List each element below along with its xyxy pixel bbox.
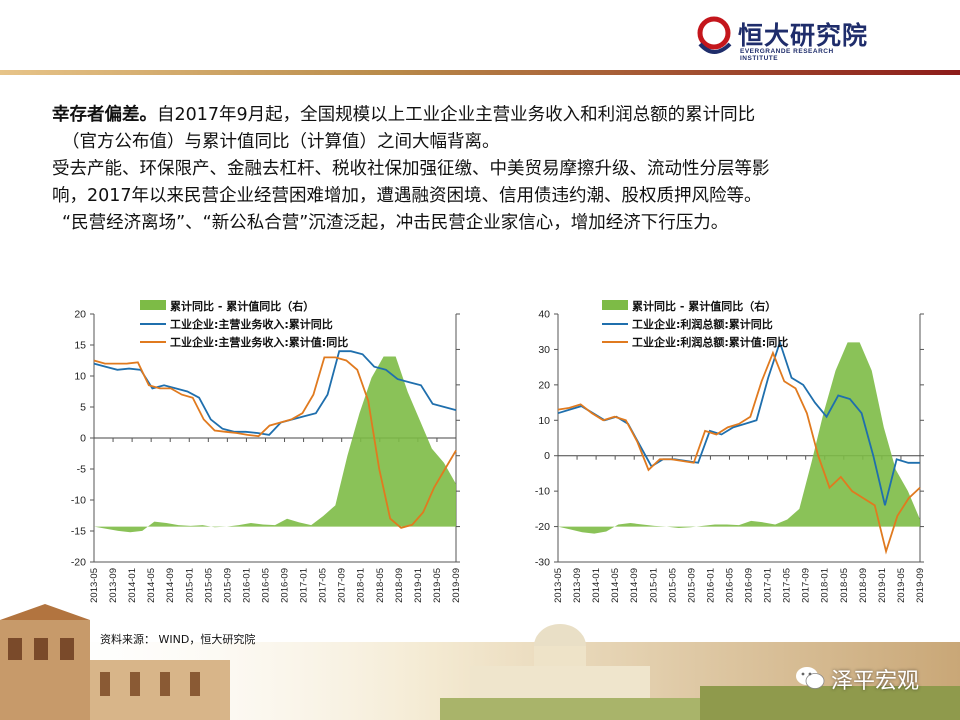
brand-name-en: EVERGRANDE RESEARCH INSTITUTE: [740, 48, 834, 62]
x-tick-label: 2018-05: [839, 568, 850, 603]
legend-label: 工业企业:主营业务收入:累计同比: [170, 317, 333, 331]
y-left-tick-label: 20: [74, 309, 86, 321]
x-tick-label: 2016-09: [744, 568, 755, 603]
y-left-tick-label: 10: [538, 415, 550, 427]
paragraph-1-line-2: （官方公布值）与累计值同比（计算值）之间大幅背离。: [62, 132, 500, 152]
y-left-tick-label: -20: [535, 521, 550, 533]
paragraph-1: 幸存者偏差。自2017年9月起，全国规模以上工业企业主营业务收入和利润总额的累计…: [52, 102, 932, 129]
legend-swatch-area: [140, 300, 166, 310]
x-tick-label: 2018-05: [375, 568, 386, 603]
footer-banner: [0, 604, 960, 720]
x-tick-label: 2017-09: [337, 568, 348, 603]
x-tick-label: 2013-05: [89, 568, 100, 603]
y-left-tick-label: -15: [71, 526, 86, 538]
legend-label: 累计同比 - 累计值同比（右）: [170, 300, 314, 313]
x-tick-label: 2015-01: [648, 568, 659, 603]
y-left-tick-label: 0: [544, 450, 550, 462]
x-tick-label: 2018-09: [394, 568, 405, 603]
x-tick-label: 2013-09: [108, 568, 119, 603]
x-tick-label: 2014-01: [127, 568, 138, 603]
brand-name-cn: 恒大研究院: [738, 21, 869, 50]
x-tick-label: 2017-05: [782, 568, 793, 603]
x-tick-label: 2019-09: [915, 568, 926, 603]
y-left-tick-label: 10: [74, 371, 86, 383]
x-tick-label: 2019-01: [413, 568, 424, 603]
paragraph-1-rest: 自2017年9月起，全国规模以上工业企业主营业务收入和利润总额的累计同比: [157, 105, 756, 125]
line-series-computed: [93, 356, 457, 529]
evergrande-logo: 恒大研究院 EVERGRANDE RESEARCH INSTITUTE: [694, 12, 874, 62]
x-tick-label: 2016-09: [280, 568, 291, 603]
x-tick-label: 2018-01: [356, 568, 367, 603]
header-rule: [0, 70, 960, 75]
y-left-tick-label: 40: [538, 309, 550, 321]
x-tick-label: 2016-01: [241, 568, 252, 603]
y-left-tick-label: 20: [538, 379, 550, 391]
area-series-diff: [94, 356, 456, 533]
x-tick-label: 2018-09: [858, 568, 869, 603]
x-tick-label: 2014-09: [629, 568, 640, 603]
x-tick-label: 2014-05: [610, 568, 621, 603]
paragraph-2-line-1: 受去产能、环保限产、金融去杠杆、税收社保加强征缴、中美贸易摩擦升级、流动性分层等…: [52, 159, 770, 179]
lead-phrase: 幸存者偏差。: [52, 105, 157, 125]
body-text: 幸存者偏差。自2017年9月起，全国规模以上工业企业主营业务收入和利润总额的累计…: [52, 102, 932, 237]
x-tick-label: 2015-05: [203, 568, 214, 603]
legend-label: 累计同比 - 累计值同比（右）: [632, 300, 776, 313]
paragraph-2-line-3: “民营经济离场”、“新公私合营”沉渣泛起，冲击民营企业家信心，增加经济下行压力。: [62, 213, 729, 233]
revenue-chart: 20151050-5-10-15-20302520151050-52013-05…: [71, 300, 462, 603]
header-bar: 恒大研究院 EVERGRANDE RESEARCH INSTITUTE: [0, 0, 960, 70]
x-tick-label: 2014-09: [165, 568, 176, 603]
logo-mark-icon: [697, 16, 732, 54]
x-tick-label: 2015-01: [184, 568, 195, 603]
watermark: 泽平宏观: [795, 663, 945, 694]
x-tick-label: 2014-01: [591, 568, 602, 603]
x-tick-label: 2015-05: [667, 568, 678, 603]
x-tick-label: 2019-01: [877, 568, 888, 603]
paragraph-2-line-2: 响，2017年以来民营企业经营困难增加，遭遇融资困境、信用债违约潮、股权质押风险…: [52, 186, 762, 206]
x-tick-label: 2013-05: [553, 568, 564, 603]
source-note: 资料来源： WIND，恒大研究院: [100, 633, 256, 646]
x-tick-label: 2016-01: [705, 568, 716, 603]
capitol-image: [440, 624, 700, 720]
x-tick-label: 2019-05: [896, 568, 907, 603]
legend-label: 工业企业:利润总额:累计同比: [632, 317, 773, 331]
area-series-diff: [558, 342, 920, 534]
y-left-tick-label: 5: [80, 402, 86, 414]
y-left-tick-label: 0: [80, 433, 86, 445]
watermark-text: 泽平宏观: [831, 669, 920, 694]
y-left-tick-label: -30: [535, 557, 550, 569]
legend-label: 工业企业:利润总额:累计值:同比: [632, 335, 788, 349]
x-tick-label: 2019-05: [432, 568, 443, 603]
x-tick-label: 2017-09: [801, 568, 812, 603]
profit-chart: 403020100-10-20-30302520151050-52013-052…: [535, 300, 926, 603]
wechat-icon: [796, 667, 825, 689]
line-series-computed: [557, 350, 921, 555]
x-tick-label: 2014-05: [146, 568, 157, 603]
y-left-tick-label: -5: [77, 464, 86, 476]
x-tick-label: 2016-05: [724, 568, 735, 603]
x-tick-label: 2017-01: [299, 568, 310, 603]
x-tick-label: 2016-05: [260, 568, 271, 603]
legend-swatch-area: [602, 300, 628, 310]
y-left-tick-label: 15: [74, 340, 86, 352]
y-left-tick-label: -10: [71, 495, 86, 507]
x-tick-label: 2015-09: [686, 568, 697, 603]
footer-trees: [700, 686, 960, 720]
x-tick-label: 2017-01: [763, 568, 774, 603]
x-tick-label: 2017-05: [318, 568, 329, 603]
y-left-tick-label: -20: [71, 557, 86, 569]
y-left-tick-label: -10: [535, 486, 550, 498]
line-series-official: [93, 350, 457, 436]
palace-left-image: [0, 604, 230, 720]
x-tick-label: 2013-09: [572, 568, 583, 603]
x-tick-label: 2019-09: [451, 568, 462, 603]
x-tick-label: 2018-01: [820, 568, 831, 603]
y-left-tick-label: 30: [538, 344, 550, 356]
x-tick-label: 2015-09: [222, 568, 233, 603]
legend-label: 工业企业:主营业务收入:累计值:同比: [170, 335, 348, 349]
